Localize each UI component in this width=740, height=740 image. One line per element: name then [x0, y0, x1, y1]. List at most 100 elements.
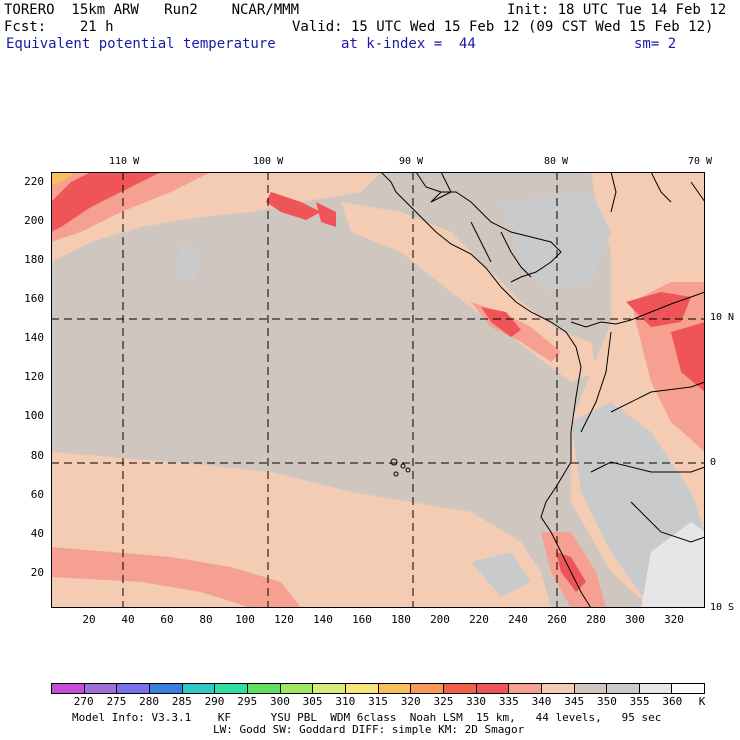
colorbar-swatch — [607, 684, 640, 693]
lon-label-70w: 70 W — [688, 156, 713, 167]
field-red-costarica — [481, 307, 521, 337]
y-tick: 180 — [24, 253, 44, 266]
colorbar-swatch — [509, 684, 542, 693]
forecast-hour: Fcst: 21 h — [4, 19, 114, 35]
colorbar-swatch — [574, 684, 608, 693]
colorbar-swatch — [411, 684, 444, 693]
model-title: TORERO 15km ARW Run2 NCAR/MMM — [4, 2, 300, 18]
y-tick: 160 — [24, 292, 44, 305]
colorbar-label: 355 — [629, 695, 650, 708]
colorbar-swatch — [443, 684, 477, 693]
colorbar-label: 300 — [269, 695, 290, 708]
colorbar-swatch — [345, 684, 379, 693]
x-tick: 80 — [199, 613, 213, 626]
y-tick: 200 — [24, 214, 44, 227]
y-tick: 120 — [24, 370, 44, 383]
galapagos-islands — [390, 458, 411, 477]
smoothing-label: sm= 2 — [634, 36, 677, 52]
colorbar-swatch — [313, 684, 346, 693]
x-tick: 320 — [664, 613, 684, 626]
field-red-mexico2 — [316, 202, 336, 227]
colorbar-swatch — [247, 684, 281, 693]
colorbar-label: 275 — [106, 695, 127, 708]
colorbar-swatch — [182, 684, 216, 693]
lat-label-10n: 10 N — [710, 312, 735, 323]
y-tick: 60 — [30, 488, 44, 501]
colorbar-label: 345 — [564, 695, 585, 708]
lon-label-90w: 90 W — [399, 156, 424, 167]
x-tick: 240 — [508, 613, 528, 626]
colorbar-label: 360 — [662, 695, 683, 708]
lat-label-0: 0 — [710, 457, 717, 468]
lon-label-110w: 110 W — [109, 156, 140, 167]
y-tick: 100 — [24, 409, 44, 422]
colorbar — [51, 683, 705, 694]
x-tick: 160 — [352, 613, 372, 626]
y-tick: 20 — [30, 566, 44, 579]
colorbar-label: 330 — [466, 695, 487, 708]
valid-time: Valid: 15 UTC Wed 15 Feb 12 (09 CST Wed … — [292, 19, 714, 35]
colorbar-label: 280 — [139, 695, 160, 708]
x-tick: 120 — [274, 613, 294, 626]
model-info: Model Info: V3.3.1 KF YSU PBL WDM 6class… — [72, 711, 662, 724]
colorbar-label: 325 — [433, 695, 454, 708]
graticule — [51, 172, 705, 608]
colorbar-label: 285 — [171, 695, 192, 708]
field-peach-sw2 — [51, 577, 251, 608]
x-tick: 260 — [547, 613, 567, 626]
y-tick: 80 — [30, 449, 44, 462]
y-tick: 140 — [24, 331, 44, 344]
field-white-andes — [641, 522, 705, 608]
field-grey-patch2 — [471, 552, 531, 597]
y-tick: 220 — [24, 175, 44, 188]
x-tick: 180 — [391, 613, 411, 626]
lon-label-80w: 80 W — [544, 156, 569, 167]
x-tick: 280 — [586, 613, 606, 626]
colorbar-unit: K — [698, 695, 706, 708]
colorbar-swatch — [639, 684, 673, 693]
colorbar-swatch — [280, 684, 314, 693]
colorbar-swatch — [52, 684, 85, 693]
colorbar-swatch — [215, 684, 248, 693]
x-tick: 140 — [313, 613, 333, 626]
map-panel — [51, 171, 706, 609]
x-tick: 100 — [235, 613, 255, 626]
colorbar-label: 315 — [368, 695, 388, 708]
colorbar-label: 305 — [302, 695, 323, 708]
colorbar-swatch — [476, 684, 510, 693]
x-tick: 20 — [82, 613, 96, 626]
colorbar-swatch — [117, 684, 150, 693]
colorbar-swatch — [378, 684, 412, 693]
colorbar-swatch — [84, 684, 118, 693]
lat-label-10s: 10 S — [710, 602, 735, 613]
colorbar-label: 310 — [335, 695, 356, 708]
field-grey-caribbean — [501, 192, 611, 292]
colorbar-swatch — [672, 684, 705, 693]
colorbar-label: 350 — [596, 695, 617, 708]
x-tick: 200 — [430, 613, 450, 626]
x-tick: 60 — [160, 613, 174, 626]
level-label: at k-index = 44 — [341, 36, 476, 52]
x-tick: 40 — [121, 613, 135, 626]
field-yellow-corner — [51, 172, 76, 186]
physics-info: LW: Godd SW: Goddard DIFF: simple KM: 2D… — [213, 723, 525, 736]
colorbar-swatch — [149, 684, 183, 693]
field-red-mexico — [266, 192, 321, 220]
colorbar-label: 295 — [237, 695, 258, 708]
colorbar-label: 335 — [498, 695, 519, 708]
init-time: Init: 18 UTC Tue 14 Feb 12 — [507, 2, 727, 18]
lon-label-100w: 100 W — [253, 156, 284, 167]
field-grey-patch1 — [176, 242, 201, 282]
field-red-east2 — [671, 322, 705, 392]
colorbar-label: 290 — [204, 695, 225, 708]
colorbar-label: 340 — [531, 695, 552, 708]
y-tick: 40 — [30, 527, 44, 540]
colorbar-swatch — [541, 684, 575, 693]
coastlines — [380, 171, 706, 609]
x-tick: 300 — [625, 613, 645, 626]
colorbar-label: 270 — [73, 695, 94, 708]
map-field — [51, 171, 706, 609]
field-name: Equivalent potential temperature — [6, 36, 276, 52]
map-border — [51, 172, 705, 608]
field-red-nw — [51, 172, 161, 232]
